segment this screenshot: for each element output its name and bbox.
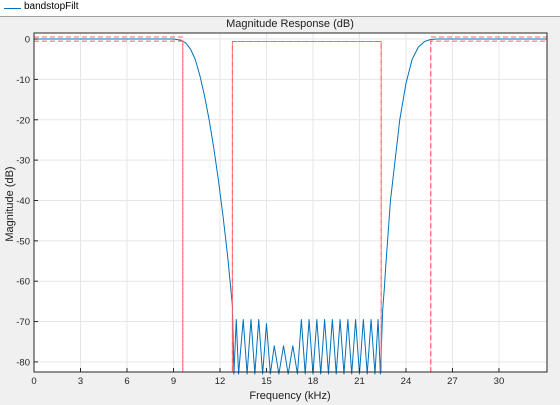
y-tick-label-4: -40 xyxy=(16,196,30,207)
x-tick-label-0: 0 xyxy=(31,376,36,387)
y-tick-label-0: 0 xyxy=(25,35,30,46)
y-tick-label-8: -80 xyxy=(16,357,30,368)
x-tick-label-10: 30 xyxy=(494,376,505,387)
y-tick-label-6: -60 xyxy=(16,277,30,288)
plot-area xyxy=(33,32,548,373)
y-axis-label: Magnitude (dB) xyxy=(4,166,16,241)
x-tick-label-9: 27 xyxy=(447,376,458,387)
x-tick-label-1: 3 xyxy=(78,376,83,387)
x-tick-label-2: 6 xyxy=(124,376,129,387)
x-tick-label-4: 12 xyxy=(215,376,226,387)
x-tick-label-3: 9 xyxy=(171,376,176,387)
x-tick-label-6: 18 xyxy=(308,376,319,387)
y-tick-label-3: -30 xyxy=(16,156,30,167)
x-tick-label-7: 21 xyxy=(354,376,365,387)
y-tick-label-2: -20 xyxy=(16,115,30,126)
mask-line-3 xyxy=(231,40,382,372)
y-tick-label-5: -50 xyxy=(16,236,30,247)
legend-label-bandstopfilt: bandstopFilt xyxy=(24,1,79,12)
legend-swatch-bandstopfilt xyxy=(4,8,21,9)
series-line-bandstopFilt xyxy=(34,38,547,375)
x-tick-label-8: 24 xyxy=(401,376,412,387)
x-axis-label: Frequency (kHz) xyxy=(249,390,330,402)
y-tick-label-1: -10 xyxy=(16,75,30,86)
legend-bar: bandstopFilt xyxy=(0,0,560,17)
x-tick-label-5: 15 xyxy=(261,376,272,387)
plot-border xyxy=(33,32,548,373)
chart-title: Magnitude Response (dB) xyxy=(226,18,354,30)
y-tick-label-7: -70 xyxy=(16,317,30,328)
